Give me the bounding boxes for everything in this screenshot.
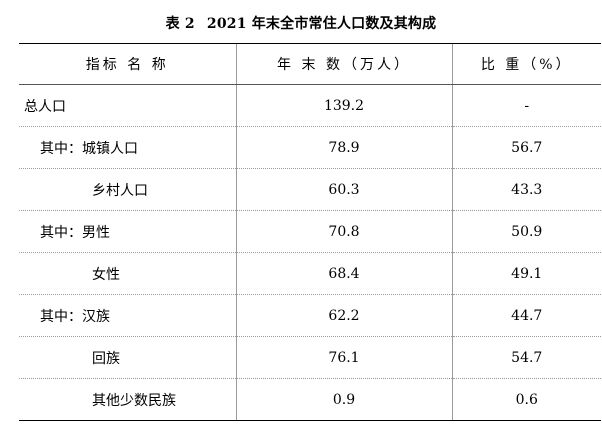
row-value: 70.8 xyxy=(235,210,452,253)
table-row: 女性 68.4 49.1 xyxy=(19,252,601,295)
table-header-row: 指标 名 称 年 末 数（万人） 比 重（%） xyxy=(19,43,601,85)
row-value: 139.2 xyxy=(235,84,452,127)
row-label: 总人口 xyxy=(19,84,236,127)
header-indicator-name: 指标 名 称 xyxy=(19,43,236,85)
header-year-end-count: 年 末 数（万人） xyxy=(235,43,452,85)
row-share: 50.9 xyxy=(451,210,601,253)
table-row: 其中：男性 70.8 50.9 xyxy=(19,210,601,253)
table-title: 表 2 2021 年末全市常住人口数及其构成 xyxy=(0,13,602,33)
table-row: 其他少数民族 0.9 0.6 xyxy=(19,378,601,421)
row-label: 其他少数民族 xyxy=(19,378,236,421)
row-share: 49.1 xyxy=(451,252,601,295)
row-share: 54.7 xyxy=(451,336,601,379)
row-value: 68.4 xyxy=(235,252,452,295)
row-share: 56.7 xyxy=(451,126,601,169)
row-value: 62.2 xyxy=(235,294,452,337)
population-table: 指标 名 称 年 末 数（万人） 比 重（%） 总人口 139.2 - 其中：城… xyxy=(19,43,601,421)
row-label: 女性 xyxy=(19,252,236,295)
row-label: 回族 xyxy=(19,336,236,379)
table-row: 其中：城镇人口 78.9 56.7 xyxy=(19,126,601,169)
row-share: - xyxy=(451,84,601,127)
row-share: 43.3 xyxy=(451,168,601,211)
table-row: 乡村人口 60.3 43.3 xyxy=(19,168,601,211)
table-row: 其中：汉族 62.2 44.7 xyxy=(19,294,601,337)
table-row: 总人口 139.2 - xyxy=(19,84,601,127)
row-share: 0.6 xyxy=(451,378,601,421)
row-label: 乡村人口 xyxy=(19,168,236,211)
row-value: 78.9 xyxy=(235,126,452,169)
table-number: 表 2 xyxy=(165,16,195,32)
row-value: 76.1 xyxy=(235,336,452,379)
header-share: 比 重（%） xyxy=(451,43,601,85)
row-label: 其中：城镇人口 xyxy=(19,126,236,169)
table-title-text: 2021 年末全市常住人口数及其构成 xyxy=(206,16,437,32)
row-label: 其中：汉族 xyxy=(19,294,236,337)
table-row: 回族 76.1 54.7 xyxy=(19,336,601,379)
row-value: 0.9 xyxy=(235,378,452,421)
row-label: 其中：男性 xyxy=(19,210,236,253)
row-value: 60.3 xyxy=(235,168,452,211)
row-share: 44.7 xyxy=(451,294,601,337)
